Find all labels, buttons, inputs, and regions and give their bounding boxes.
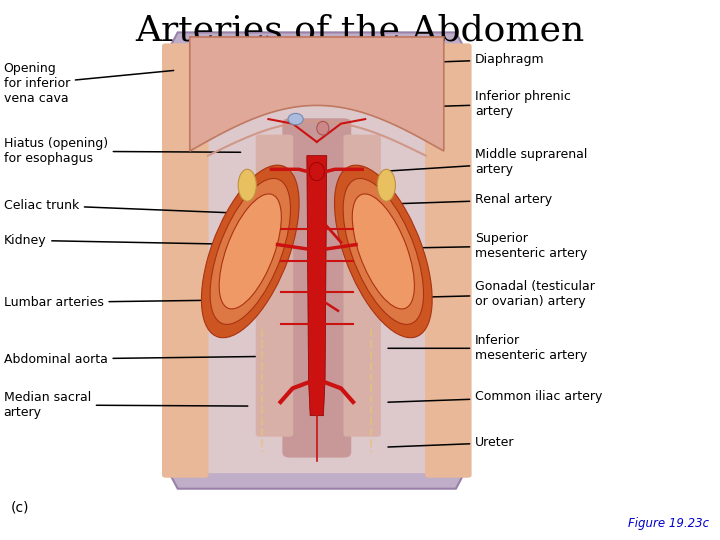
Ellipse shape bbox=[352, 194, 415, 309]
Ellipse shape bbox=[288, 113, 303, 125]
Text: Abdominal aorta: Abdominal aorta bbox=[4, 353, 264, 366]
Text: Hiatus (opening)
for esophagus: Hiatus (opening) for esophagus bbox=[4, 137, 240, 165]
Text: Figure 19.23c: Figure 19.23c bbox=[628, 517, 709, 530]
Ellipse shape bbox=[219, 194, 282, 309]
Text: Median sacral
artery: Median sacral artery bbox=[4, 391, 248, 419]
Ellipse shape bbox=[210, 178, 290, 325]
Text: Celiac trunk: Celiac trunk bbox=[4, 199, 240, 213]
Ellipse shape bbox=[377, 170, 395, 201]
Text: Arteries of the Abdomen: Arteries of the Abdomen bbox=[135, 14, 585, 48]
Ellipse shape bbox=[317, 122, 329, 135]
FancyBboxPatch shape bbox=[189, 48, 444, 473]
Text: Inferior
mesenteric artery: Inferior mesenteric artery bbox=[388, 334, 588, 362]
Ellipse shape bbox=[202, 165, 299, 338]
FancyBboxPatch shape bbox=[425, 43, 472, 478]
Polygon shape bbox=[307, 156, 327, 416]
Text: Common iliac artery: Common iliac artery bbox=[388, 390, 603, 403]
Text: Ureter: Ureter bbox=[388, 436, 515, 449]
Text: Kidney: Kidney bbox=[4, 234, 220, 247]
Ellipse shape bbox=[310, 163, 325, 181]
Ellipse shape bbox=[335, 165, 432, 338]
FancyBboxPatch shape bbox=[282, 118, 351, 457]
FancyBboxPatch shape bbox=[343, 134, 381, 437]
Text: Gonadal (testicular
or ovarian) artery: Gonadal (testicular or ovarian) artery bbox=[388, 280, 595, 308]
Text: Renal artery: Renal artery bbox=[388, 193, 552, 206]
Text: (c): (c) bbox=[11, 501, 30, 515]
Text: Diaphragm: Diaphragm bbox=[392, 53, 545, 66]
Text: Middle suprarenal
artery: Middle suprarenal artery bbox=[388, 148, 588, 176]
Text: Inferior phrenic
artery: Inferior phrenic artery bbox=[388, 90, 571, 118]
Text: Opening
for inferior
vena cava: Opening for inferior vena cava bbox=[4, 62, 174, 105]
Ellipse shape bbox=[238, 170, 256, 201]
FancyBboxPatch shape bbox=[162, 43, 209, 478]
Text: Superior
mesenteric artery: Superior mesenteric artery bbox=[388, 232, 588, 260]
Text: Lumbar arteries: Lumbar arteries bbox=[4, 296, 249, 309]
FancyBboxPatch shape bbox=[256, 134, 293, 437]
Polygon shape bbox=[190, 37, 444, 151]
Polygon shape bbox=[166, 32, 468, 489]
Ellipse shape bbox=[343, 178, 423, 325]
